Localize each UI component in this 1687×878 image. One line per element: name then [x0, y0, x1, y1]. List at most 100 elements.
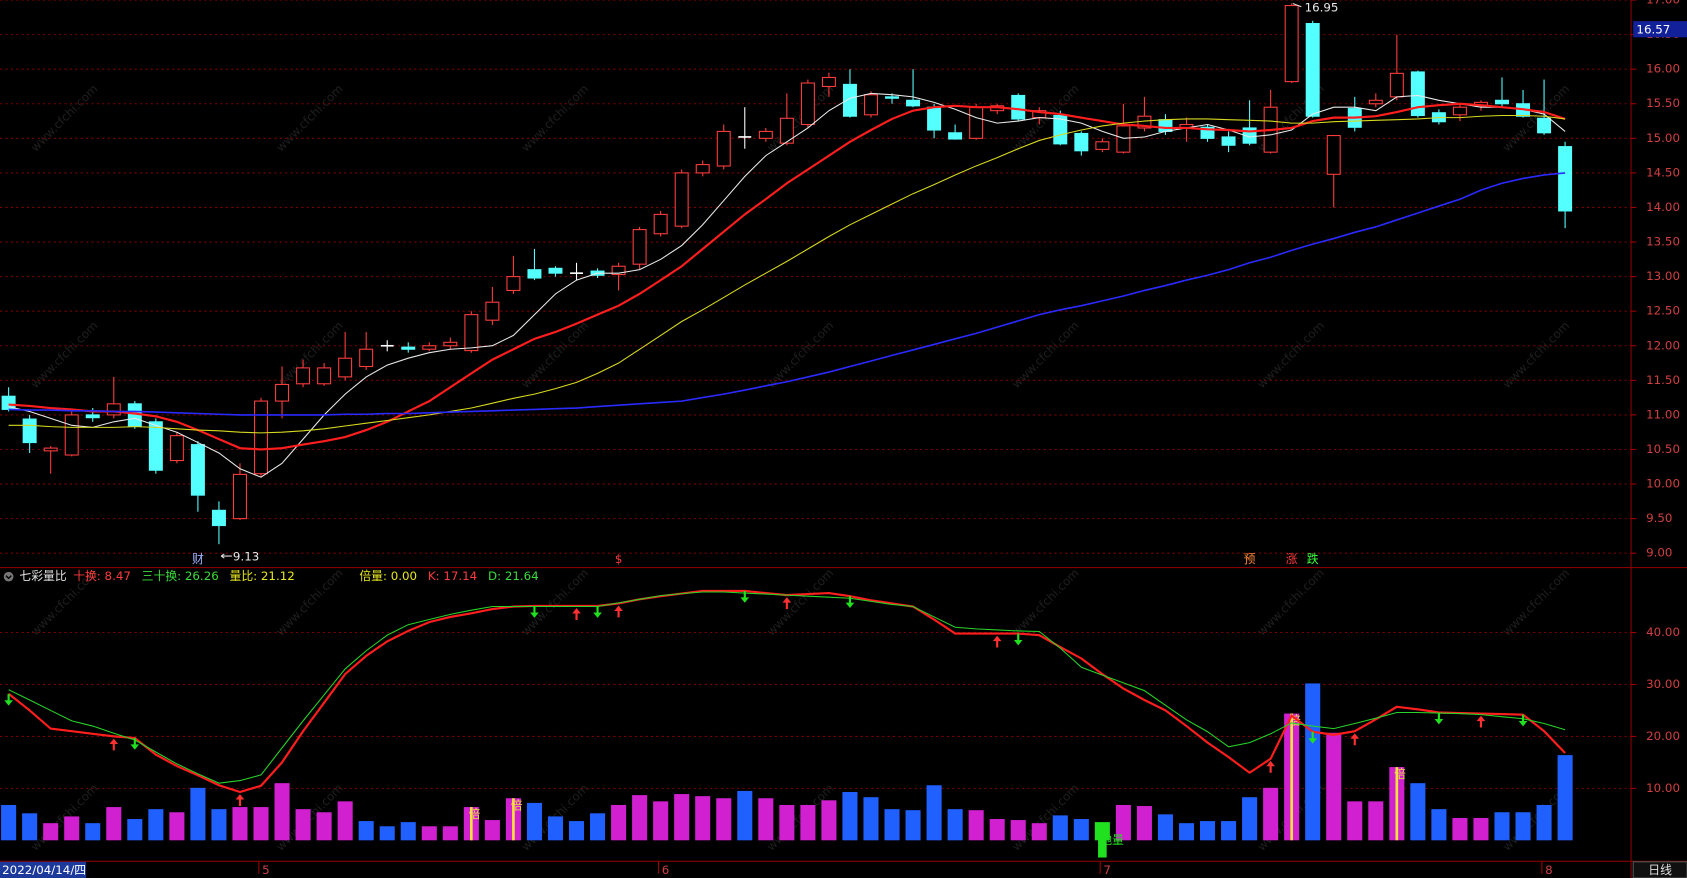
volume-bar [526, 802, 542, 841]
candle-body [85, 414, 100, 419]
volume-bar [211, 809, 227, 841]
candle-body [1284, 5, 1299, 83]
x-tick-label: 8 [1545, 863, 1553, 877]
volume-bar [64, 816, 80, 841]
y-tick-label: 12.50 [1646, 304, 1680, 318]
volume-bar [674, 794, 690, 841]
candle-body [464, 314, 479, 352]
candle-body [1011, 94, 1026, 120]
volume-bar [169, 812, 185, 841]
volume-bar [1115, 804, 1131, 841]
candle-body [611, 265, 626, 276]
moving-average [8, 92, 1566, 478]
volume-bar [442, 826, 458, 841]
volume-bar [1473, 817, 1489, 841]
watermark: www.cfchi.com [764, 82, 837, 155]
volume-bar [590, 813, 606, 841]
down-arrow [1518, 714, 1528, 727]
volume-bar [337, 801, 353, 841]
volume-bar [779, 804, 795, 841]
candle-body [1495, 99, 1509, 105]
volume-bar [1031, 823, 1047, 841]
volume-bar [842, 791, 858, 841]
up-arrow [235, 794, 245, 806]
volume-bar [1368, 801, 1384, 841]
down-arrow [1013, 633, 1023, 646]
candle-body [506, 276, 521, 291]
volume-bar [821, 800, 837, 841]
event-marker: 涨 [1286, 552, 1298, 566]
watermark: www.cfchi.com [1500, 566, 1573, 639]
volume-bar [989, 819, 1005, 841]
double-volume-label: 倍 [511, 798, 523, 812]
candle-body [296, 367, 311, 385]
watermark: www.cfchi.com [764, 566, 837, 639]
volume-bar [758, 798, 774, 841]
volume-bar [653, 801, 669, 841]
y-tick-label: 10.50 [1646, 442, 1680, 456]
candle-body [1326, 135, 1341, 175]
legend-item: 十换: 8.47 [73, 569, 131, 583]
y-tick-label: 15.50 [1646, 96, 1680, 110]
candle-body [64, 414, 79, 456]
candle-body [43, 447, 58, 452]
volume-bar [737, 790, 753, 841]
candle-body [1368, 99, 1383, 105]
up-arrow [572, 608, 581, 621]
moving-average [8, 172, 1566, 416]
legend-item: 三十换: 26.26 [142, 569, 219, 583]
candle-body [211, 509, 226, 527]
candle-body [527, 269, 542, 279]
candle-body [695, 164, 710, 174]
volume-bar [1347, 801, 1363, 841]
y-tick-label: 10.00 [1646, 781, 1680, 795]
volume-bar [1094, 822, 1110, 841]
moving-average [8, 114, 1566, 434]
watermark: www.cfchi.com [273, 82, 346, 155]
volume-bar [716, 798, 732, 841]
candle-body [779, 117, 794, 144]
up-arrow [109, 738, 119, 751]
indicator-icon[interactable] [3, 571, 14, 582]
candle-body [169, 435, 184, 462]
candle-body [338, 357, 353, 378]
volume-bar [190, 787, 206, 841]
volume-bar [400, 822, 416, 841]
volume-bar [568, 821, 585, 841]
down-arrow [130, 737, 140, 750]
event-marker: 跌 [1307, 552, 1319, 566]
down-arrow [1434, 712, 1444, 725]
watermark: www.cfchi.com [28, 82, 101, 155]
down-arrow [1308, 731, 1318, 744]
volume-bar [1536, 804, 1552, 841]
candle-body [548, 267, 563, 274]
y-tick-label: 40.00 [1646, 625, 1680, 639]
double-volume-label: 倍 [1394, 767, 1406, 781]
y-tick-label: 14.50 [1646, 165, 1680, 179]
legend-item: D: 21.64 [488, 569, 539, 583]
period-label[interactable]: 日线 [1648, 863, 1672, 877]
candle-body [1, 395, 16, 410]
cursor-price-box [1633, 21, 1687, 38]
y-tick-label: 12.00 [1646, 338, 1680, 352]
volume-bar [1326, 732, 1342, 841]
y-tick-label: 9.00 [1646, 546, 1672, 560]
indicator-icon-chevron [5, 575, 12, 580]
candle-body [885, 96, 900, 99]
volume-bar [253, 807, 269, 841]
candle-body [148, 421, 163, 471]
volume-bar [1178, 823, 1195, 841]
low-volume-marker [1098, 838, 1107, 858]
candle-body [800, 82, 815, 126]
candle-body [106, 403, 121, 416]
volume-bar [695, 796, 711, 841]
candle-body [22, 418, 37, 444]
watermark: www.cfchi.com [1009, 781, 1082, 854]
down-arrow [740, 590, 750, 603]
indicator-title[interactable]: 七彩量比 [19, 569, 66, 583]
volume-bar [1431, 809, 1447, 841]
candle-body [422, 345, 437, 350]
volume-bar [968, 810, 984, 841]
candle-body [842, 83, 857, 117]
